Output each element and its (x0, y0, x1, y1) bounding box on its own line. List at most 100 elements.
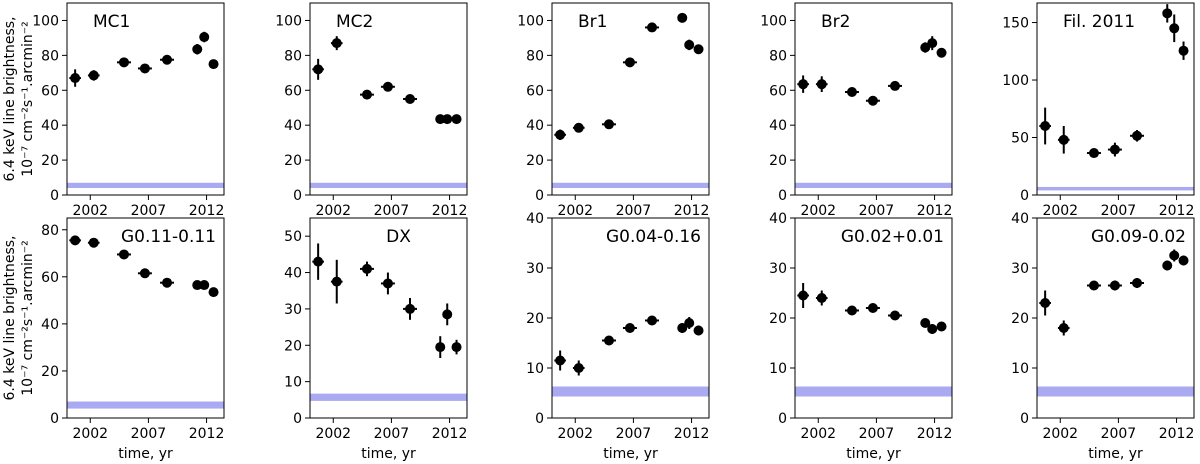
data-point (602, 335, 616, 346)
y-tick-label: 40 (769, 118, 787, 134)
y-tick-label: 60 (41, 270, 59, 286)
data-marker (555, 355, 566, 366)
data-point (451, 114, 462, 125)
panel-title: MC1 (93, 12, 130, 32)
data-marker (555, 129, 566, 140)
y-tick-label: 60 (41, 83, 59, 99)
x-tick-label: 2002 (72, 203, 108, 219)
y-label-line2: 10⁻⁷ cm⁻²s⁻¹.arcmin⁻² (20, 240, 36, 395)
data-point (1039, 290, 1051, 316)
data-marker (1132, 130, 1143, 141)
data-marker (867, 95, 878, 106)
data-point (845, 305, 859, 316)
data-point (1087, 280, 1101, 291)
data-marker (162, 277, 173, 288)
data-point (1130, 130, 1144, 142)
data-point (330, 36, 343, 51)
panel-2: 0 20 40 60 80 100 2002 2007 2012 MC2 (275, 2, 468, 219)
data-point (451, 339, 462, 355)
data-point (435, 336, 446, 358)
x-tick-label: 2012 (1159, 426, 1195, 442)
data-point (602, 119, 616, 130)
x-tick-label: 2007 (616, 203, 652, 219)
panel-title: G0.09-0.02 (1091, 227, 1186, 247)
x-tick-label: 2002 (1042, 203, 1078, 219)
data-point (797, 283, 809, 308)
y-tick-label: 40 (284, 266, 302, 282)
data-marker (192, 280, 203, 291)
y-tick-label: 100 (760, 13, 787, 29)
data-point (442, 303, 453, 326)
data-marker (70, 235, 81, 246)
y-label-line2: 10⁻⁷ cm⁻²s⁻¹.arcmin⁻² (20, 21, 36, 176)
data-point (554, 129, 566, 141)
y-tick-label: 10 (526, 361, 544, 377)
data-marker (603, 119, 614, 130)
data-point (888, 80, 902, 91)
data-marker (313, 256, 324, 267)
data-marker (88, 237, 99, 248)
data-point (684, 317, 695, 329)
data-marker (1058, 323, 1069, 333)
y-tick-label: 30 (769, 261, 787, 277)
data-point (360, 261, 374, 277)
data-marker (70, 73, 81, 84)
data-point (1130, 278, 1144, 288)
data-point (403, 94, 417, 104)
y-tick-label: 10 (769, 361, 787, 377)
panel-title: G0.11-0.11 (121, 227, 216, 247)
data-marker (677, 323, 688, 333)
x-tick-label: 2012 (674, 426, 710, 442)
data-marker (1178, 255, 1189, 266)
data-point (1169, 14, 1180, 43)
y-tick-label: 100 (32, 13, 59, 29)
data-marker (1132, 278, 1143, 288)
data-point (380, 272, 395, 295)
background-band (552, 182, 709, 189)
panel-5: 0 50 100 150 2002 2007 2012 Fil. 2011 (1002, 2, 1195, 219)
y-tick-label: 40 (526, 118, 544, 134)
x-tick-label: 2007 (131, 426, 167, 442)
data-marker (890, 80, 901, 91)
data-point (865, 95, 880, 106)
data-point (572, 360, 585, 376)
y-tick-label: 0 (778, 411, 787, 427)
x-tick-label: 2007 (1101, 203, 1137, 219)
data-point (1087, 148, 1101, 159)
x-tick-label: 2002 (557, 203, 593, 219)
data-point (927, 36, 938, 51)
x-tick-label: 2012 (917, 426, 953, 442)
data-marker (677, 12, 688, 23)
data-point (1169, 249, 1180, 262)
plot-frame (551, 2, 710, 196)
data-point (865, 303, 880, 313)
data-marker (382, 278, 393, 289)
data-point (1162, 260, 1173, 271)
data-marker (927, 324, 938, 334)
data-marker (442, 114, 453, 125)
data-marker (192, 44, 203, 55)
data-marker (890, 310, 901, 321)
data-marker (798, 79, 809, 90)
data-marker (816, 79, 827, 90)
data-marker (1162, 8, 1173, 19)
data-marker (1169, 250, 1180, 261)
data-point (160, 54, 174, 65)
y-tick-label: 20 (1011, 311, 1029, 327)
y-tick-label: 10 (284, 375, 302, 391)
y-tick-label: 40 (284, 118, 302, 134)
data-point (936, 321, 947, 332)
background-band (67, 182, 224, 189)
data-marker (1109, 144, 1120, 155)
data-point (677, 323, 688, 333)
data-marker (1162, 260, 1173, 271)
data-marker (684, 39, 695, 50)
data-point (87, 70, 100, 81)
y-tick-label: 80 (526, 48, 544, 64)
background-band (1037, 186, 1194, 191)
x-tick-label: 2012 (1159, 203, 1195, 219)
y-axis-label-top: 6.4 keV line brightness, 10⁻⁷ cm⁻²s⁻¹.ar… (2, 17, 36, 182)
data-point (920, 318, 931, 328)
data-point (1039, 107, 1051, 145)
